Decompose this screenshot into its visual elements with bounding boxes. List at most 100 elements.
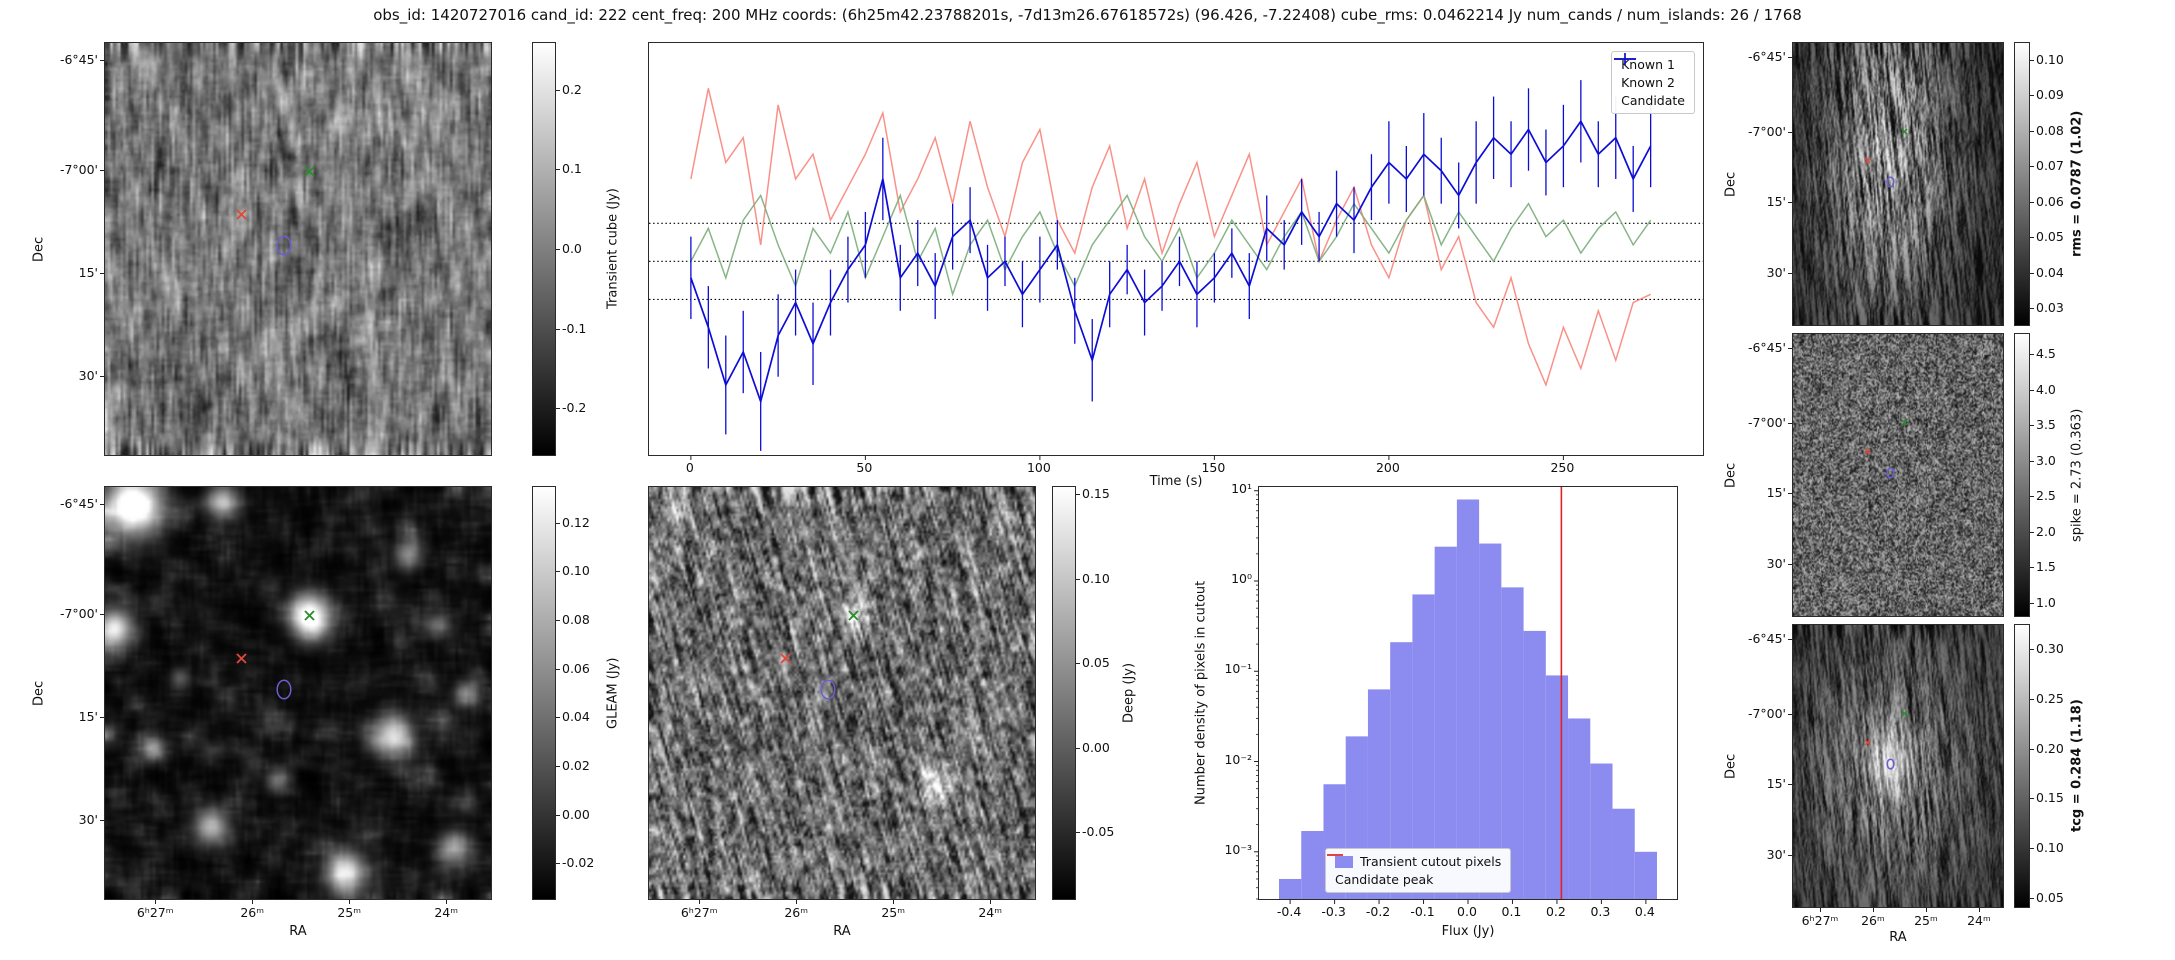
candidate-ellipse-marker bbox=[820, 678, 836, 700]
flux-histogram-panel: Transient cutout pixels Candidate peak bbox=[1254, 486, 1678, 904]
spike-colorbar-label: spike = 2.73 (0.363) bbox=[2069, 408, 2085, 542]
ra-tick-mark bbox=[990, 900, 992, 904]
colorbar-tick-mark bbox=[2030, 496, 2034, 498]
dec-tick-label: -7°00' bbox=[1747, 415, 1786, 431]
gleam-ra-axis-label: RA bbox=[289, 924, 307, 939]
spike-cutout-image-canvas bbox=[1793, 334, 2003, 616]
ra-tick-label: 24ᵐ bbox=[434, 905, 459, 920]
dec-tick-mark bbox=[1788, 784, 1792, 786]
x-tick-label: -0.1 bbox=[1410, 904, 1435, 919]
dec-tick-label: -6°45' bbox=[1747, 339, 1786, 355]
candidate-errorbars bbox=[690, 80, 1652, 451]
colorbar-tick-mark bbox=[556, 571, 560, 573]
colorbar-tick-mark bbox=[2030, 237, 2034, 239]
spike-dec-axis-label: Dec bbox=[1723, 462, 1739, 488]
colorbar-tick-label: 0.25 bbox=[2036, 690, 2064, 706]
candidate-ellipse-marker bbox=[1886, 758, 1895, 770]
colorbar-tick-label: 0.10 bbox=[2036, 840, 2064, 856]
legend-label-pixels: Transient cutout pixels bbox=[1360, 854, 1502, 869]
dec-tick-label: -6°45' bbox=[59, 496, 98, 512]
colorbar-tick-mark bbox=[2030, 898, 2034, 900]
dec-tick-label: 30' bbox=[78, 812, 98, 828]
colorbar-tick-label: 0.05 bbox=[2036, 890, 2064, 906]
ra-tick-mark bbox=[155, 900, 157, 904]
x-tick-label: 0.1 bbox=[1501, 904, 1522, 919]
x-tick-label: 0.2 bbox=[1545, 904, 1566, 919]
colorbar-tick-label: 0.30 bbox=[2036, 640, 2064, 656]
legend-entry-candidate: Candidate bbox=[1614, 53, 1685, 108]
colorbar-tick-mark bbox=[556, 766, 560, 768]
colorbar-tick-mark bbox=[2030, 308, 2034, 310]
legend-label-peak: Candidate peak bbox=[1335, 872, 1434, 887]
x-tick-label: -0.3 bbox=[1321, 904, 1346, 919]
dec-tick-mark bbox=[1788, 423, 1792, 425]
dec-tick-mark bbox=[1788, 493, 1792, 495]
histogram-ylabel: Number density of pixels in cutout bbox=[1193, 580, 1209, 806]
y-tick-label: 10⁰ bbox=[1231, 571, 1252, 586]
colorbar-tick-label: 0.03 bbox=[2036, 300, 2064, 316]
colorbar-tick-mark bbox=[556, 522, 560, 524]
ra-tick-label: 6ʰ27ᵐ bbox=[136, 905, 174, 920]
flux-histogram-plot bbox=[1254, 487, 1657, 904]
tcg-cutout-image-canvas bbox=[1793, 625, 2003, 907]
lightcurve-xlabel: Time (s) bbox=[1149, 474, 1203, 489]
known1-x-marker bbox=[1864, 157, 1871, 164]
colorbar-tick-label: 0.06 bbox=[562, 660, 590, 676]
gleam-cutout-image bbox=[104, 486, 492, 900]
rms-colorbar bbox=[2014, 42, 2030, 326]
colorbar-tick-mark bbox=[556, 89, 560, 91]
colorbar-tick-mark bbox=[556, 717, 560, 719]
ra-tick-label: 26ᵐ bbox=[1861, 913, 1885, 928]
legend-label-known2: Known 2 bbox=[1621, 75, 1675, 90]
dec-tick-label: 15' bbox=[78, 264, 98, 280]
tcg-colorbar bbox=[2014, 624, 2030, 908]
colorbar-tick-mark bbox=[556, 408, 560, 410]
colorbar-tick-mark bbox=[2030, 201, 2034, 203]
dec-tick-mark bbox=[1788, 855, 1792, 857]
colorbar-tick-mark bbox=[556, 169, 560, 171]
known1-x-marker bbox=[1864, 448, 1871, 455]
series-line-known2 bbox=[690, 193, 1652, 297]
colorbar-tick-mark bbox=[2030, 354, 2034, 356]
colorbar-tick-mark bbox=[556, 619, 560, 621]
ra-tick-mark bbox=[1978, 908, 1980, 912]
colorbar-tick-mark bbox=[2030, 567, 2034, 569]
colorbar-tick-mark bbox=[556, 328, 560, 330]
known1-x-marker bbox=[1864, 739, 1871, 746]
dec-tick-mark bbox=[100, 504, 104, 506]
colorbar-tick-mark bbox=[1076, 494, 1080, 496]
colorbar-tick-mark bbox=[1076, 663, 1080, 665]
colorbar-tick-label: -0.2 bbox=[562, 400, 587, 416]
colorbar-tick-label: 0.04 bbox=[562, 709, 590, 725]
legend-entry-peak: Candidate peak bbox=[1327, 854, 1501, 887]
dec-tick-label: 15' bbox=[1766, 194, 1786, 210]
colorbar-tick-mark bbox=[2030, 602, 2034, 604]
deep-colorbar bbox=[1052, 486, 1076, 900]
dec-tick-mark bbox=[1788, 564, 1792, 566]
colorbar-tick-label: 0.1 bbox=[562, 161, 582, 177]
dec-tick-label: -7°00' bbox=[1747, 706, 1786, 722]
ra-tick-mark bbox=[796, 900, 798, 904]
transient-cutout-image bbox=[104, 42, 492, 456]
tcg-colorbar-label: tcg = 0.284 (1.18) bbox=[2069, 699, 2085, 833]
colorbar-tick-label: 0.07 bbox=[2036, 158, 2064, 174]
x-tick-label: -0.2 bbox=[1365, 904, 1391, 919]
ra-tick-label: 6ʰ27ᵐ bbox=[1801, 913, 1839, 928]
ra-tick-label: 25ᵐ bbox=[881, 905, 906, 920]
colorbar-tick-mark bbox=[2030, 59, 2034, 61]
dec-tick-label: 30' bbox=[1766, 847, 1786, 863]
rms-cutout-image bbox=[1792, 42, 2004, 326]
dec-tick-label: 15' bbox=[78, 708, 98, 724]
ra-tick-label: 24ᵐ bbox=[978, 905, 1003, 920]
dec-tick-label: 15' bbox=[1766, 485, 1786, 501]
colorbar-tick-label: 0.04 bbox=[2036, 264, 2064, 280]
dec-tick-mark bbox=[100, 170, 104, 172]
colorbar-tick-label: 0.10 bbox=[562, 563, 590, 579]
figure-title: obs_id: 1420727016 cand_id: 222 cent_fre… bbox=[373, 6, 1802, 24]
x-tick-label: 0.0 bbox=[1457, 904, 1477, 919]
known1-x-marker bbox=[236, 209, 247, 220]
gleam-cutout-image-canvas bbox=[105, 487, 491, 899]
dec-tick-mark bbox=[1788, 638, 1792, 640]
colorbar-tick-mark bbox=[556, 863, 560, 865]
